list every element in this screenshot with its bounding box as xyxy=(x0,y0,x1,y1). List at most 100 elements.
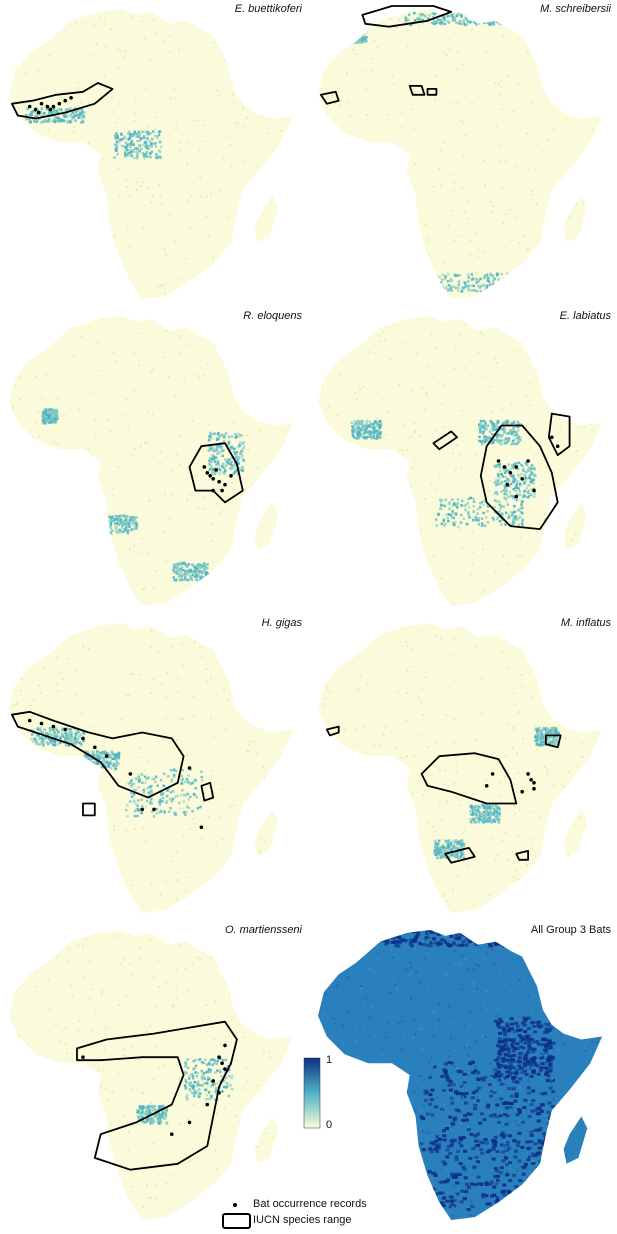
panel-title: E. labiatus xyxy=(559,310,611,322)
occurrence-point xyxy=(51,104,56,109)
madagascar-landmass xyxy=(563,1116,588,1164)
africa-landmass xyxy=(318,9,603,299)
africa-landmass xyxy=(9,623,294,913)
iucn-range-outline xyxy=(408,85,426,96)
panel-title: M. schreibersii xyxy=(540,3,611,15)
madagascar-landmass xyxy=(254,809,279,857)
occurrence-point xyxy=(45,104,50,109)
occurrence-point xyxy=(170,1132,174,1136)
africa-landmass xyxy=(9,930,294,1220)
panel-title: O. martiensseni xyxy=(224,924,302,936)
occurrence-point xyxy=(484,784,489,788)
madagascar-landmass xyxy=(563,809,588,857)
occurrence-point xyxy=(202,465,207,469)
madagascar-landmass xyxy=(563,195,588,243)
occurrence-point xyxy=(520,477,524,481)
africa-landmass xyxy=(9,316,294,606)
occurrence-point xyxy=(187,766,192,770)
occurrence-point xyxy=(223,1043,227,1048)
occurrence-point xyxy=(526,772,530,776)
occurrence-point xyxy=(532,781,536,785)
occurrence-point xyxy=(208,474,212,478)
iucn-range-outline xyxy=(426,88,438,96)
occurrence-point xyxy=(140,807,144,812)
occurrence-point xyxy=(555,444,560,449)
occurrence-point xyxy=(550,435,554,440)
occurrence-point xyxy=(505,482,510,487)
occurrence-point xyxy=(532,488,536,493)
occurrence-point xyxy=(199,825,204,829)
occurrence-point xyxy=(211,477,215,481)
occurrence-point xyxy=(69,96,73,100)
occurrence-point xyxy=(187,1120,192,1125)
legend-point-symbol xyxy=(233,1203,237,1207)
legend-range-label: IUCN species range xyxy=(253,1214,352,1226)
panel-title: H. gigas xyxy=(261,617,302,629)
occurrence-point xyxy=(508,471,513,475)
occurrence-point xyxy=(490,772,495,776)
iucn-range-outline xyxy=(545,734,562,749)
occurrence-point xyxy=(205,1102,210,1107)
iucn-range-outline xyxy=(200,781,215,802)
occurrence-point xyxy=(217,479,221,484)
occurrence-point xyxy=(36,110,41,115)
africa-landmass xyxy=(318,316,603,606)
occurrence-point xyxy=(532,786,536,791)
occurrence-point xyxy=(211,1079,215,1083)
suitability-raster xyxy=(318,930,603,1220)
madagascar-landmass xyxy=(254,1116,279,1164)
occurrence-point xyxy=(502,465,507,469)
occurrence-point xyxy=(93,745,97,750)
map-panel xyxy=(318,623,603,913)
occurrence-point xyxy=(496,459,501,463)
iucn-range-outline xyxy=(420,752,518,805)
occurrence-point xyxy=(217,1055,221,1059)
occurrence-point xyxy=(51,724,56,729)
occurrence-point xyxy=(48,107,53,112)
iucn-range-outline xyxy=(188,442,244,504)
iucn-range-outline xyxy=(547,412,571,457)
iucn-range-outline xyxy=(325,725,340,737)
map-panel xyxy=(9,623,294,913)
panel-title: E. buettikoferi xyxy=(234,3,302,15)
occurrence-point xyxy=(63,98,67,103)
occurrence-point xyxy=(27,104,32,109)
map-panel xyxy=(9,930,294,1220)
occurrence-point xyxy=(63,727,67,732)
occurrence-point xyxy=(39,101,44,106)
legend-max-label: 1 xyxy=(326,1054,333,1066)
map-panel xyxy=(318,316,603,606)
madagascar-landmass xyxy=(254,195,279,243)
africa-landmass xyxy=(318,623,603,913)
occurrence-point xyxy=(229,474,233,478)
occurrence-point xyxy=(57,101,62,106)
iucn-range-outline xyxy=(479,424,559,530)
occurrence-point xyxy=(152,807,156,812)
occurrence-point xyxy=(81,736,85,741)
occurrence-point xyxy=(214,468,218,472)
occurrence-point xyxy=(81,1055,85,1059)
occurrence-point xyxy=(520,789,524,794)
panel-title: R. eloquens xyxy=(243,310,302,322)
occurrence-point xyxy=(220,1061,224,1065)
occurrence-point xyxy=(217,1091,221,1095)
iucn-range-outline xyxy=(10,710,185,799)
iucn-range-outline xyxy=(444,847,476,864)
iucn-range-outline xyxy=(76,1020,238,1171)
legend xyxy=(222,1057,321,1229)
occurrence-point xyxy=(526,459,530,463)
africa-landmass xyxy=(318,930,603,1220)
legend-range-symbol xyxy=(222,1213,251,1229)
legend-color-bar xyxy=(303,1057,321,1129)
occurrence-point xyxy=(223,1067,227,1071)
occurrence-point xyxy=(223,482,227,487)
occurrence-point xyxy=(33,107,38,112)
map-panel xyxy=(318,930,603,1220)
iucn-range-outline xyxy=(10,82,114,120)
iucn-range-outline xyxy=(432,430,459,451)
occurrence-point xyxy=(128,772,133,776)
occurrence-point xyxy=(39,721,44,726)
occurrence-point xyxy=(529,778,533,782)
panel-title: All Group 3 Bats xyxy=(530,924,611,936)
